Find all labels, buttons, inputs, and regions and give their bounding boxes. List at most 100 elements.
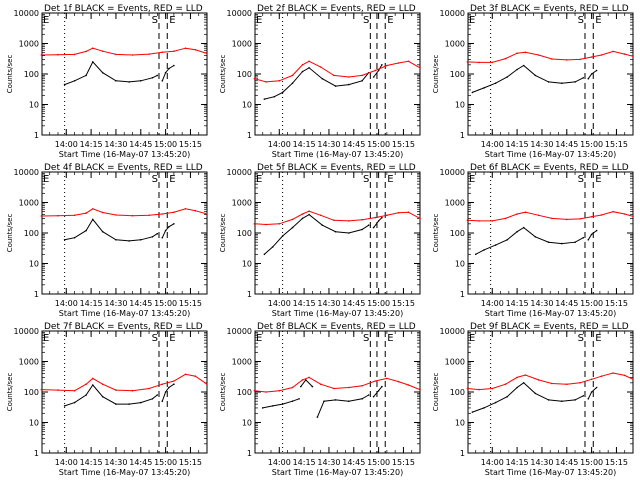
y-tick-label: 1000 <box>445 358 465 367</box>
series-lld-point <box>478 220 480 222</box>
series-events-point <box>291 400 294 403</box>
series-lld-point <box>386 377 388 380</box>
series-lld-point <box>632 55 634 58</box>
series-lld-point <box>92 47 94 49</box>
y-tick-label: 1 <box>460 131 465 140</box>
series-events-point <box>534 392 537 395</box>
marker-e-label: E <box>43 333 49 344</box>
plot-frame <box>41 171 208 295</box>
series-events-point <box>547 81 550 83</box>
x-tick-label: 15:15 <box>605 458 628 467</box>
series-events-point <box>361 398 363 400</box>
series-events-point <box>534 74 537 77</box>
panel-title: Det 7f BLACK = Events, RED = LLD <box>44 322 203 332</box>
series-lld-point <box>397 380 400 383</box>
x-tick-label: 14:00 <box>55 140 78 149</box>
x-tick-label: 15:00 <box>580 458 603 467</box>
series-lld-point <box>253 389 256 392</box>
series-events-point <box>323 400 325 403</box>
y-tick-label: 1 <box>34 290 39 299</box>
series-lld-point <box>590 56 593 58</box>
series-events-point <box>587 77 590 80</box>
series-lld-point <box>131 214 134 217</box>
series-lld-point <box>590 378 593 381</box>
x-tick-label: 14:15 <box>293 299 316 308</box>
series-events-point <box>140 401 142 404</box>
y-tick-label: 1000 <box>232 40 252 49</box>
series-lld-point <box>265 223 267 226</box>
series-events-line <box>262 398 300 409</box>
series-lld-point <box>173 211 175 213</box>
panel-title: Det 5f BLACK = Events, RED = LLD <box>257 163 416 173</box>
y-axis-label: Counts/sec <box>219 373 227 412</box>
series-lld-point <box>537 54 540 56</box>
series-events-point <box>271 246 274 248</box>
x-tick-label: 14:30 <box>104 299 127 308</box>
y-tick-label: 1000 <box>19 358 39 367</box>
x-axis-label: Start Time (16-May-07 13:45:20) <box>272 309 403 318</box>
marker-s-label: S <box>363 333 369 344</box>
series-lld-point <box>348 76 350 78</box>
x-tick-label: 15:15 <box>179 140 202 149</box>
panel-1: Det 1f BLACK = Events, RED = LLD 1 10 100 10… <box>6 4 208 159</box>
series-lld-point <box>566 59 568 61</box>
x-tick-label: 15:15 <box>392 299 415 308</box>
series-events-point <box>128 240 130 242</box>
x-tick-label: 14:15 <box>293 458 316 467</box>
y-tick-label: 1 <box>247 449 252 458</box>
series-events-line <box>475 226 584 255</box>
marker-e-label: E <box>43 174 49 185</box>
panel-3: Det 3f BLACK = Events, RED = LLD 1 10 100 10… <box>432 4 634 159</box>
series-events-line <box>264 67 370 100</box>
x-tick-label: 15:15 <box>605 299 628 308</box>
series-events-line <box>316 394 369 418</box>
series-events-point <box>281 91 284 94</box>
y-tick-label: 10000 <box>14 9 39 18</box>
series-lld-point <box>73 389 76 392</box>
x-tick-label: 14:00 <box>268 458 291 467</box>
series-events-point <box>311 385 314 388</box>
series-events-line <box>64 218 158 242</box>
series-lld-point <box>579 382 581 384</box>
series-events-point <box>161 236 164 239</box>
panel-title: Det 3f BLACK = Events, RED = LLD <box>470 4 629 14</box>
series-events-line <box>472 382 584 413</box>
series-events-point <box>151 77 154 79</box>
marker-e-label: E <box>469 174 475 185</box>
y-axis-label: Counts/sec <box>6 373 14 412</box>
x-tick-label: 14:15 <box>506 458 529 467</box>
plot-frame <box>254 330 421 454</box>
series-lld-point <box>115 214 117 216</box>
series-lld-point <box>206 383 208 386</box>
series-events-point <box>587 239 590 241</box>
series-lld-point <box>612 50 614 53</box>
series-events-point <box>483 249 485 251</box>
series-events-point <box>73 236 76 239</box>
y-tick-label: 100 <box>450 388 465 397</box>
series-events-line <box>373 217 383 228</box>
y-tick-label: 1 <box>460 449 465 458</box>
marker-s-label: S <box>152 15 158 26</box>
series-events-point <box>377 69 380 72</box>
series-lld-point <box>537 214 540 217</box>
series-lld-point <box>623 374 626 377</box>
panel-title: Det 2f BLACK = Events, RED = LLD <box>257 4 416 14</box>
series-events-point <box>547 399 550 401</box>
series-lld-point <box>600 214 603 216</box>
series-events-point <box>522 226 525 229</box>
series-lld-point <box>115 389 117 391</box>
series-lld-point <box>478 388 480 391</box>
series-lld-point <box>524 374 527 376</box>
x-tick-label: 15:00 <box>580 299 603 308</box>
series-events-point <box>298 398 300 400</box>
series-events-point <box>115 80 117 82</box>
series-events-line <box>64 61 158 86</box>
x-tick-label: 15:00 <box>367 299 390 308</box>
marker-s-label: S <box>363 174 369 185</box>
series-lld-point <box>478 61 480 64</box>
series-events-point <box>334 230 337 233</box>
marker-e-label: E <box>256 333 262 344</box>
series-events-point <box>334 399 337 401</box>
panel-title: Det 9f BLACK = Events, RED = LLD <box>470 322 629 332</box>
series-events-point <box>63 405 66 407</box>
